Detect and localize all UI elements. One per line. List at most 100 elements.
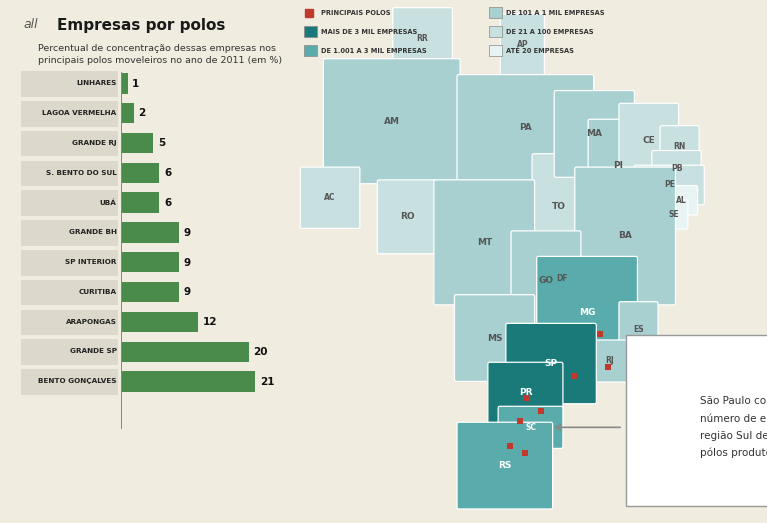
Text: MG: MG	[579, 308, 595, 317]
FancyBboxPatch shape	[457, 75, 594, 180]
Text: PA: PA	[519, 123, 532, 132]
FancyBboxPatch shape	[666, 186, 698, 215]
Text: ES: ES	[634, 325, 644, 334]
FancyBboxPatch shape	[511, 231, 581, 331]
Bar	[21, 369, 118, 395]
FancyBboxPatch shape	[537, 256, 637, 369]
Text: AL: AL	[676, 196, 687, 205]
Text: PRINCIPAIS POLOS: PRINCIPAIS POLOS	[321, 10, 390, 16]
Text: BA: BA	[618, 232, 632, 241]
FancyBboxPatch shape	[555, 90, 634, 177]
Text: principais polos moveleiros no ano de 2011 (em %): principais polos moveleiros no ano de 20…	[38, 56, 282, 65]
Text: 6: 6	[164, 168, 171, 178]
Text: ATÉ 20 EMPRESAS: ATÉ 20 EMPRESAS	[506, 48, 574, 54]
Text: SE: SE	[668, 210, 679, 219]
Text: RR: RR	[416, 34, 429, 43]
FancyBboxPatch shape	[498, 406, 563, 448]
Bar	[21, 161, 118, 186]
Text: DE 101 A 1 MIL EMPRESAS: DE 101 A 1 MIL EMPRESAS	[506, 10, 604, 16]
Text: Empresas por polos: Empresas por polos	[57, 18, 225, 33]
Text: TO: TO	[552, 202, 566, 211]
Bar	[21, 280, 118, 305]
Text: 2: 2	[139, 108, 146, 119]
FancyBboxPatch shape	[506, 323, 596, 404]
Text: 9: 9	[183, 228, 190, 238]
Bar	[121, 133, 153, 153]
FancyBboxPatch shape	[652, 151, 701, 186]
Bar	[489, 7, 502, 18]
Text: CE: CE	[643, 136, 655, 145]
FancyBboxPatch shape	[300, 167, 360, 229]
FancyBboxPatch shape	[588, 119, 648, 212]
Text: all: all	[23, 18, 38, 31]
Text: DE 21 A 100 EMPRESAS: DE 21 A 100 EMPRESAS	[506, 29, 594, 35]
Text: UBÁ: UBÁ	[100, 199, 117, 206]
Text: LINHARES: LINHARES	[76, 80, 117, 86]
Text: 21: 21	[260, 377, 275, 387]
Bar	[21, 310, 118, 335]
Text: RJ: RJ	[605, 357, 614, 366]
Bar	[21, 250, 118, 276]
FancyBboxPatch shape	[324, 59, 460, 184]
Text: Percentual de concentração dessas empresas nos: Percentual de concentração dessas empres…	[38, 44, 276, 53]
Text: GO: GO	[538, 276, 554, 285]
FancyBboxPatch shape	[619, 302, 658, 357]
Text: São Paulo concentra o maior
número de empresas. Já a
região Sul detém os maiores: São Paulo concentra o maior número de em…	[700, 396, 767, 458]
Text: MAIS DE 3 MIL EMPRESAS: MAIS DE 3 MIL EMPRESAS	[321, 29, 417, 35]
Bar	[121, 282, 179, 302]
Text: DF: DF	[557, 274, 568, 282]
FancyBboxPatch shape	[553, 267, 571, 290]
Text: LAGOA VERMELHA: LAGOA VERMELHA	[42, 110, 117, 116]
FancyBboxPatch shape	[634, 165, 704, 204]
Bar	[21, 220, 118, 246]
Bar	[489, 46, 502, 56]
Text: PI: PI	[613, 161, 623, 170]
Text: ARAPONGAS: ARAPONGAS	[66, 319, 117, 325]
Bar	[121, 222, 179, 243]
Bar	[121, 73, 127, 94]
Text: CURITIBA: CURITIBA	[78, 289, 117, 295]
FancyBboxPatch shape	[574, 167, 676, 305]
Text: PE: PE	[663, 180, 675, 189]
Text: 6: 6	[164, 198, 171, 208]
Text: GRANDE RJ: GRANDE RJ	[72, 140, 117, 146]
Text: 1: 1	[132, 78, 140, 89]
FancyBboxPatch shape	[532, 154, 587, 259]
Bar	[121, 342, 249, 362]
Text: 5: 5	[158, 138, 165, 149]
FancyBboxPatch shape	[455, 294, 535, 381]
Bar	[121, 312, 198, 332]
FancyBboxPatch shape	[434, 180, 535, 305]
Text: MS: MS	[487, 334, 502, 343]
FancyBboxPatch shape	[500, 14, 545, 75]
Text: AP: AP	[516, 40, 528, 49]
Text: AC: AC	[324, 193, 336, 202]
Bar	[21, 101, 118, 127]
FancyBboxPatch shape	[457, 422, 553, 509]
Bar	[21, 131, 118, 156]
Text: 9: 9	[183, 257, 190, 268]
Text: GRANDE BH: GRANDE BH	[68, 229, 117, 235]
Bar	[304, 46, 317, 56]
Bar	[121, 163, 160, 183]
Bar	[121, 371, 255, 392]
Bar	[489, 26, 502, 37]
Text: AM: AM	[384, 117, 400, 126]
Text: DE 1.001 A 3 MIL EMPRESAS: DE 1.001 A 3 MIL EMPRESAS	[321, 48, 426, 54]
Text: BENTO GONÇALVES: BENTO GONÇALVES	[38, 378, 117, 384]
Text: MT: MT	[476, 238, 492, 247]
Text: GRANDE SP: GRANDE SP	[70, 348, 117, 355]
Bar	[21, 71, 118, 97]
Bar	[21, 190, 118, 216]
Text: SP: SP	[545, 359, 558, 368]
Text: MA: MA	[586, 129, 602, 139]
Text: 20: 20	[253, 347, 268, 357]
Text: S. BENTO DO SUL: S. BENTO DO SUL	[46, 169, 117, 176]
Bar	[121, 252, 179, 272]
Text: SC: SC	[525, 423, 536, 432]
FancyBboxPatch shape	[393, 8, 453, 69]
Bar	[121, 72, 123, 429]
Text: 12: 12	[202, 317, 217, 327]
FancyBboxPatch shape	[626, 335, 767, 506]
FancyBboxPatch shape	[660, 126, 700, 168]
